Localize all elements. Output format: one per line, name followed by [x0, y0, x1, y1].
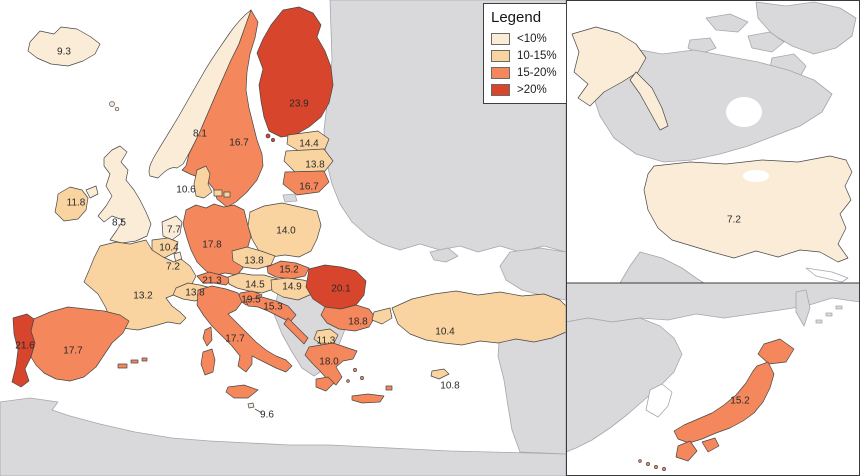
legend-title: Legend — [491, 9, 542, 26]
korea-outline — [645, 383, 673, 418]
region-netherlands — [161, 215, 183, 241]
region-united-states — [571, 26, 853, 263]
legend-row-lt10: <10% — [491, 33, 560, 45]
hudson-bay — [726, 97, 762, 127]
no-data-greenland — [755, 1, 857, 55]
no-data-kuril-2 — [825, 312, 833, 317]
region-slovakia — [266, 260, 310, 280]
no-data-sakhalin — [795, 289, 811, 327]
legend-swatch-lt10 — [491, 33, 510, 45]
legend-row-c15_20: 15-20% — [491, 67, 560, 79]
no-data-kuril-1 — [815, 319, 823, 324]
region-greece — [304, 342, 393, 404]
great-lakes — [743, 170, 769, 182]
no-data-arctic-island-2 — [747, 31, 785, 53]
region-italy — [196, 285, 293, 399]
no-data-canada — [591, 47, 833, 163]
region-croatia — [245, 296, 309, 345]
no-data-arctic-island-1 — [705, 13, 749, 33]
region-malta — [247, 402, 263, 414]
legend-class-label: 10-15% — [517, 50, 557, 62]
no-data-china — [565, 317, 683, 453]
region-japan — [638, 338, 795, 471]
region-bulgaria — [320, 304, 376, 332]
malta-leader-line — [254, 408, 263, 414]
region-poland — [247, 202, 322, 258]
legend-row-c10_15: 10-15% — [491, 50, 560, 62]
region-united-kingdom — [85, 145, 152, 244]
no-data-mexico — [619, 251, 705, 284]
legend-class-label: >20% — [517, 84, 547, 96]
legend-class-label: 15-20% — [517, 67, 557, 79]
legend-swatch-c15_20 — [491, 67, 510, 79]
legend: Legend <10% 10-15% 15-20% >20% — [483, 3, 567, 104]
region-sweden — [181, 9, 264, 208]
region-denmark — [193, 165, 231, 199]
region-lithuania — [282, 170, 330, 196]
legend-swatch-gt20 — [491, 84, 510, 96]
cuba-outline — [805, 267, 849, 283]
region-latvia — [283, 148, 334, 173]
region-cyprus — [430, 368, 450, 380]
legend-row-gt20: >20% — [491, 84, 560, 96]
region-ireland — [54, 186, 89, 222]
region-iceland — [27, 26, 101, 67]
region-estonia — [286, 130, 330, 152]
no-data-kaliningrad — [282, 193, 298, 203]
region-finland — [256, 6, 334, 142]
region-france — [83, 239, 197, 331]
no-data-crimea — [429, 247, 459, 263]
region-turkey — [371, 290, 567, 346]
legend-rows: <10% 10-15% 15-20% >20% — [490, 33, 560, 96]
legend-class-label: <10% — [517, 33, 547, 45]
no-data-kuril-3 — [835, 305, 843, 310]
region-romania — [305, 264, 367, 310]
legend-swatch-c10_15 — [491, 50, 510, 62]
region-spain — [30, 306, 148, 382]
